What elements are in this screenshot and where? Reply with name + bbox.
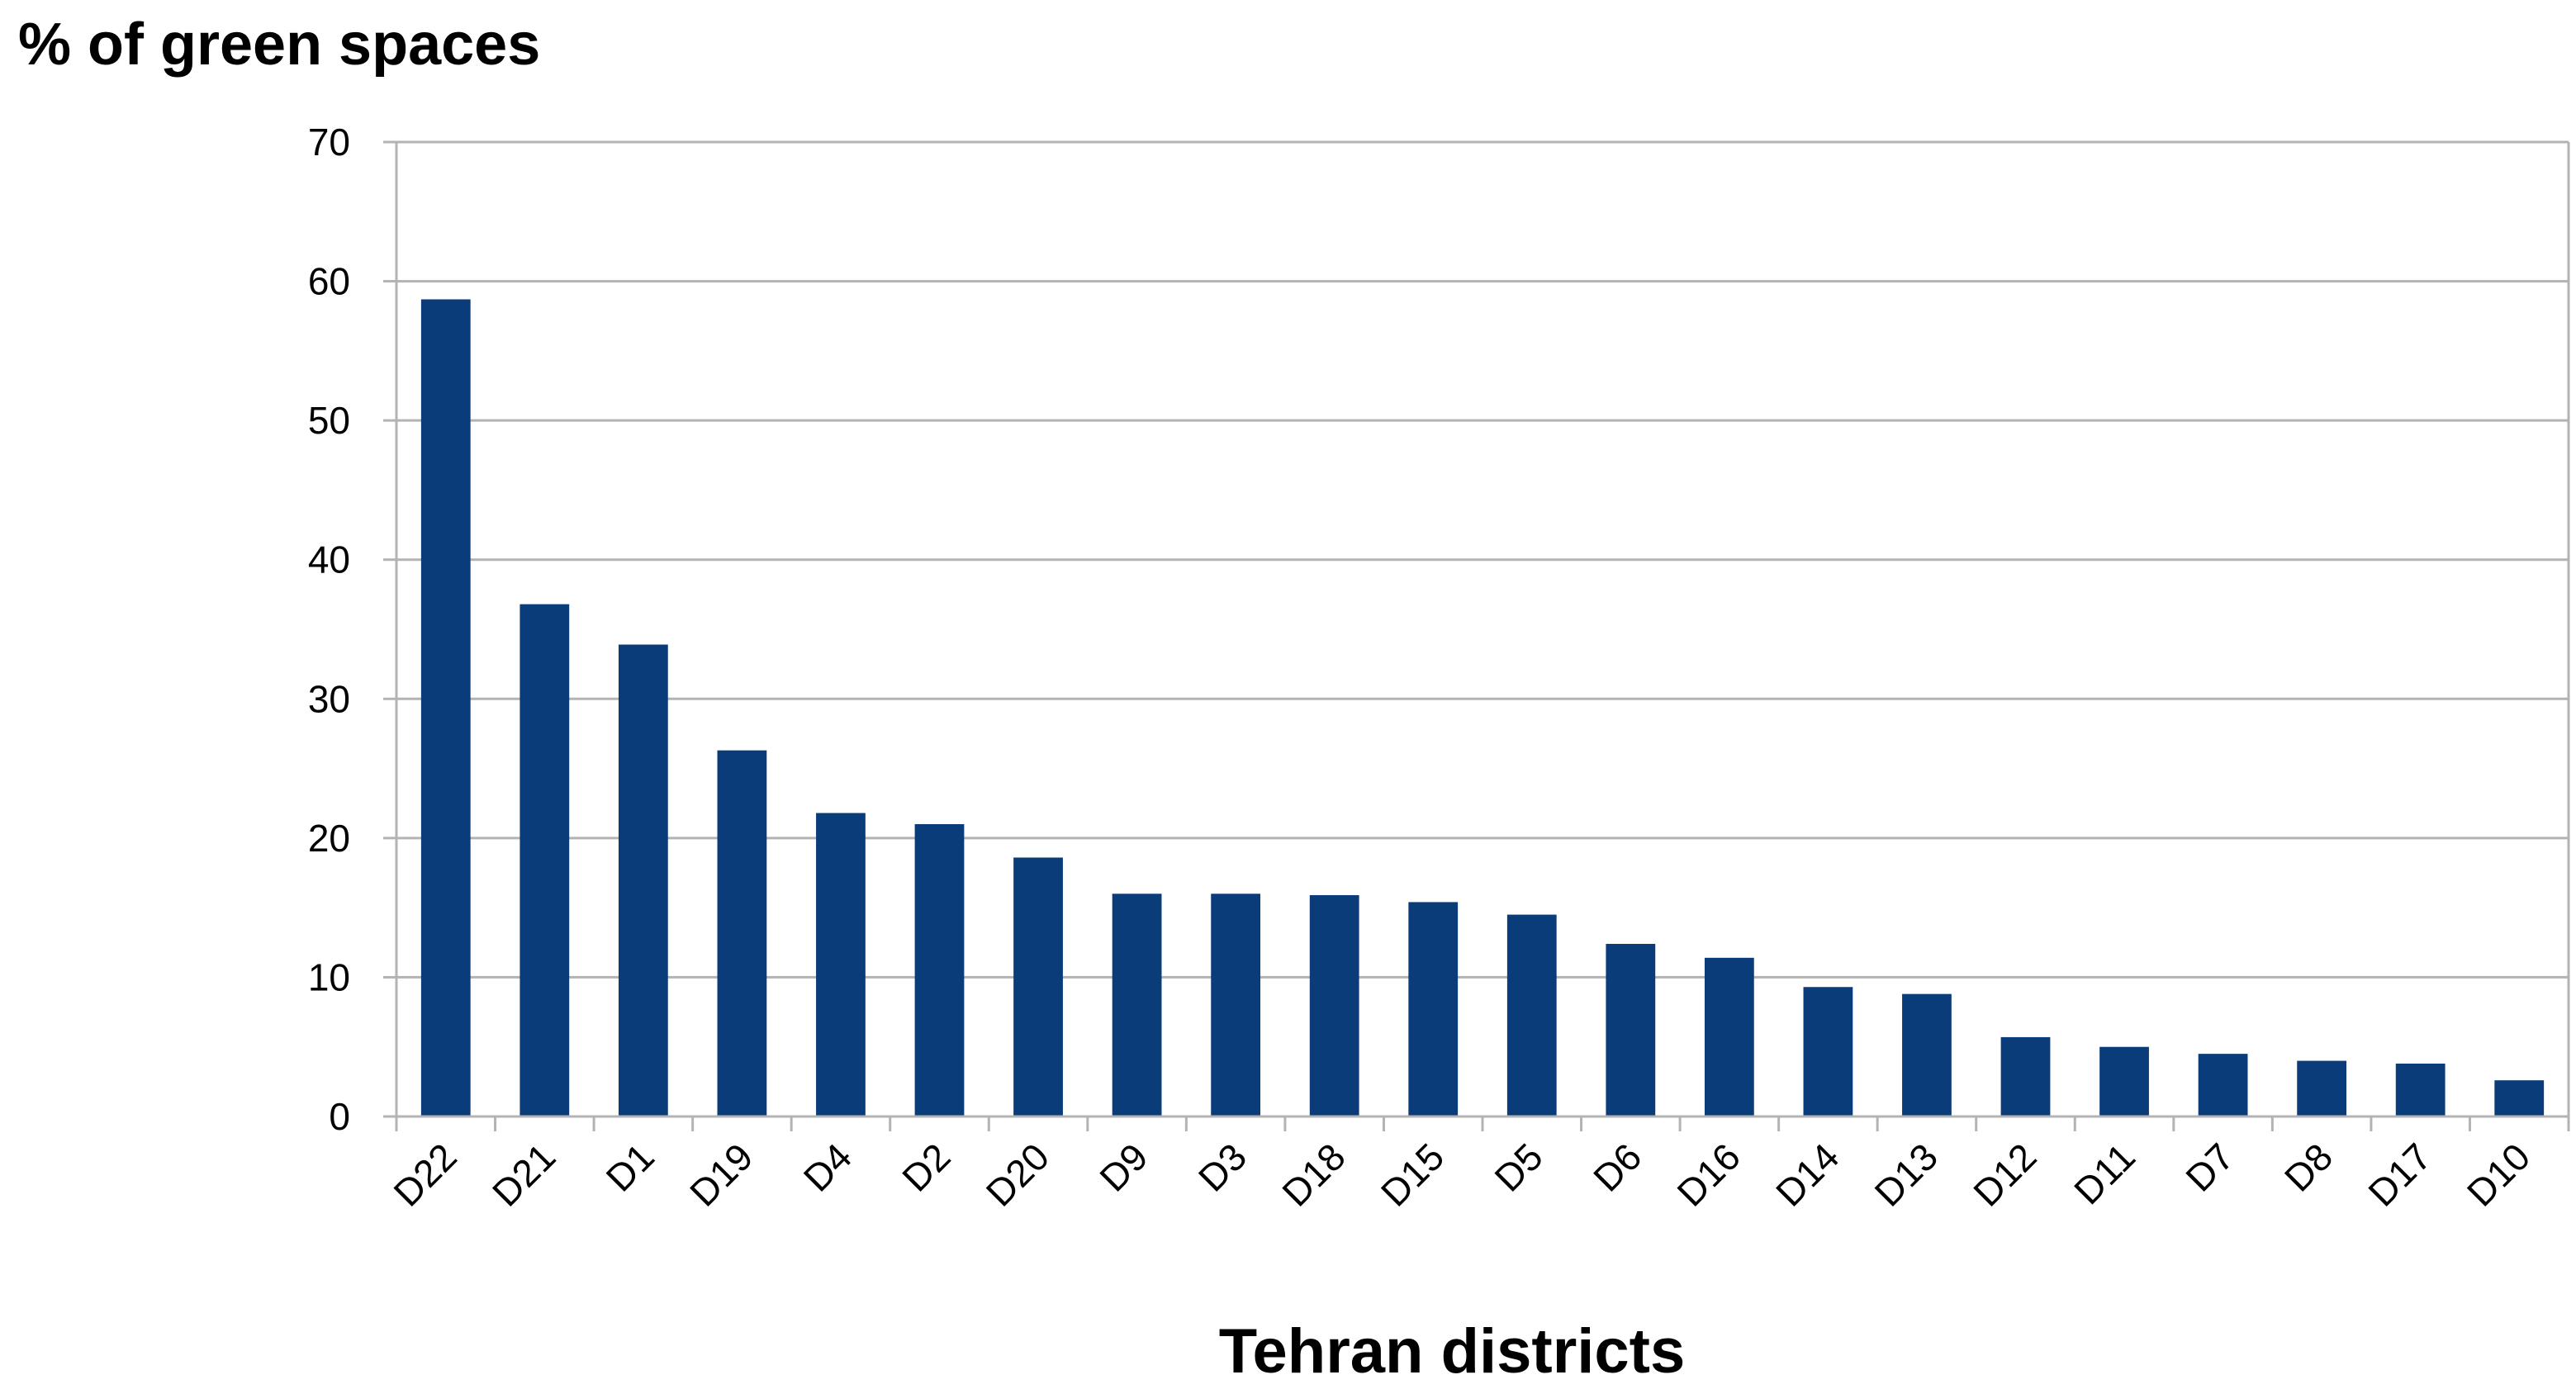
bar [717,750,767,1116]
x-tick-label: D4 [795,1135,860,1199]
x-tick-label: D10 [2459,1135,2538,1214]
bar [1309,894,1359,1116]
y-axis-label: % of green spaces [18,12,540,78]
x-axis-label: Tehran districts [1219,1316,1686,1387]
bar [1506,914,1557,1116]
axes [383,140,2570,1131]
x-tick-label: D18 [1274,1135,1353,1214]
bar [2297,1060,2347,1116]
y-tick-labels: 0 10 20 30 40 50 60 70 [308,121,350,1138]
x-tick-label: D13 [1867,1135,1946,1214]
bar [1606,943,1656,1116]
x-tick-label: D11 [2066,1135,2143,1212]
x-tick-label: D17 [2360,1135,2439,1214]
x-tick-label: D7 [2177,1135,2242,1199]
x-tick-label: D9 [1091,1135,1155,1199]
y-tick-label: 50 [308,399,350,442]
x-tick-label: D5 [1486,1135,1550,1199]
bars [420,299,2545,1116]
x-tick-label: D14 [1767,1135,1847,1214]
x-tick-label: D21 [484,1135,563,1214]
bar [2395,1063,2446,1116]
y-tick-label: 40 [308,538,350,581]
x-tick-label: D6 [1585,1135,1649,1199]
x-tick-labels: D22 D21 D1 D19 D4 D2 D20 D9 D3 D18 D15 D5 D6 D16 D14 D1… [385,1135,2538,1214]
bar [914,824,965,1116]
x-tick-label: D22 [385,1135,464,1214]
x-tick-label: D12 [1965,1135,2044,1214]
x-tick-label: D1 [598,1135,662,1199]
bar [519,604,570,1116]
bar [1704,957,1754,1116]
bar [1013,857,1063,1116]
y-tick-label: 70 [308,121,350,164]
bar [2099,1046,2149,1116]
bar [2198,1054,2248,1116]
bar [816,813,866,1116]
x-tick-label: D8 [2276,1135,2341,1199]
x-tick-label: D16 [1668,1135,1748,1214]
bar [1211,894,1261,1116]
y-tick-label: 30 [308,677,350,720]
bar [1902,993,1952,1116]
y-tick-label: 20 [308,817,350,860]
bar [1112,894,1162,1116]
y-tick-label: 0 [329,1095,350,1138]
x-tick-label: D19 [681,1135,761,1214]
bar [1408,902,1459,1116]
bar [2000,1036,2051,1116]
x-tick-label: D20 [978,1135,1057,1214]
bar [420,299,471,1116]
x-tick-label: D2 [894,1135,958,1199]
bar [2494,1080,2545,1116]
x-tick-label: D15 [1373,1135,1452,1214]
y-tick-label: 10 [308,955,350,998]
x-tick-label: D3 [1190,1135,1255,1199]
y-tick-label: 60 [308,260,350,303]
bar [1803,987,1853,1116]
bar [618,644,668,1116]
